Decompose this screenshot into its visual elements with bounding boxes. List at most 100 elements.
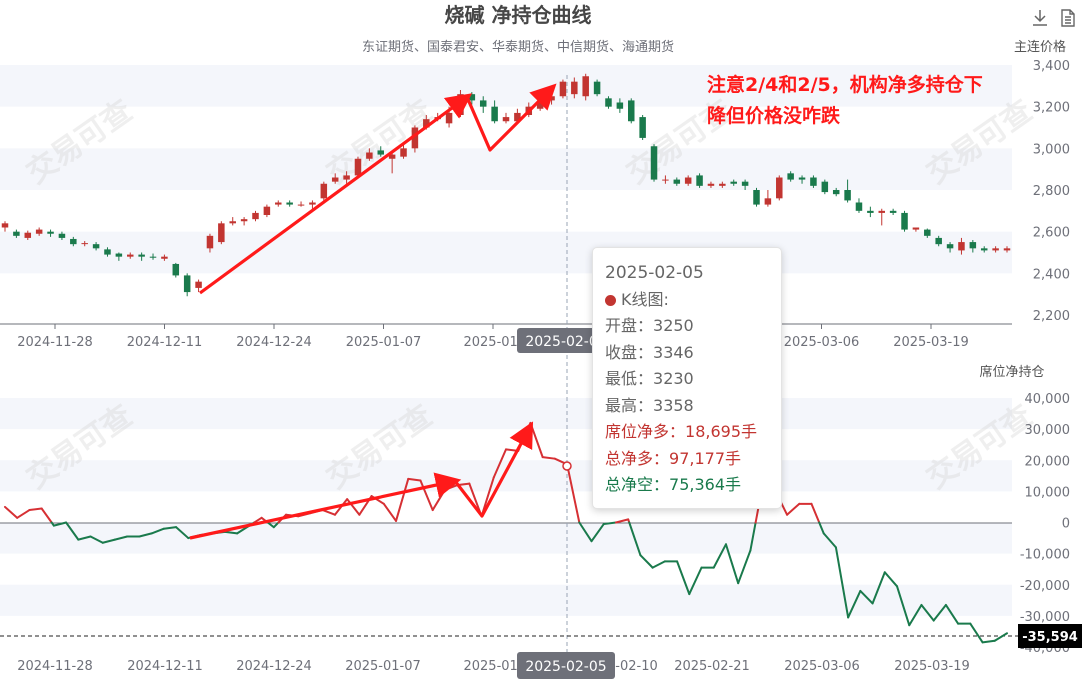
candle: [969, 240, 977, 253]
position-x-tick-label: 2025-02-21: [674, 659, 750, 674]
data-view-icon[interactable]: [1058, 8, 1078, 28]
position-rise-arrow: [189, 472, 462, 540]
axis-pointer-label-top-bg: [517, 328, 615, 353]
candle: [275, 200, 282, 207]
candle: [104, 247, 111, 257]
candle: [502, 112, 510, 124]
tooltip-close: 收盘：3346: [605, 342, 694, 362]
hover-point: [562, 461, 572, 471]
candle: [855, 198, 863, 213]
candle: [684, 175, 692, 186]
candle: [24, 230, 32, 240]
candle: [662, 175, 669, 184]
download-icon[interactable]: [1030, 8, 1050, 28]
price-y-tick-label: 2,400: [1033, 267, 1070, 282]
position-band: [0, 522, 1012, 554]
net-position-segment: [4, 505, 19, 519]
price-x-tick-label: 2024-11-28: [17, 335, 93, 350]
candle: [92, 242, 100, 251]
net-position-segment: [431, 488, 446, 512]
position-x-tick-label: 2025-01-: [463, 659, 522, 674]
position-y-tick-label: 40,000: [1025, 392, 1071, 407]
position-band: [0, 398, 1012, 430]
candle: [149, 253, 157, 260]
candle: [650, 144, 658, 182]
candle: [582, 73, 589, 101]
net-position-segment: [150, 527, 165, 535]
price-y-ticks: 2,200 2,400 2,600 2,800 3,000 3,200 3,400: [1033, 59, 1070, 324]
net-position-segment: [834, 546, 850, 619]
net-position-segment: [969, 622, 984, 644]
last-value-label: -35,594: [1022, 630, 1078, 645]
candle: [58, 231, 66, 240]
candle: [240, 217, 248, 226]
net-position-segment: [395, 477, 410, 522]
position-spike-arrow: [453, 421, 534, 518]
net-position-segment: [138, 532, 153, 538]
price-x-tick-label: 2025-03-19: [893, 335, 969, 350]
net-position-segment: [346, 498, 361, 516]
net-position-segment: [822, 532, 837, 549]
candle: [832, 187, 840, 197]
net-position-segment: [113, 535, 129, 541]
position-band: [0, 584, 1012, 616]
annotation-line-1: 注意2/4和2/5，机构净多持仓下: [707, 73, 983, 96]
candle: [628, 98, 635, 124]
candle: [286, 200, 293, 207]
net-position-segment: [847, 589, 862, 619]
candle: [400, 144, 407, 159]
candle: [138, 252, 145, 261]
net-position-segment: [818, 521, 825, 535]
candle: [673, 177, 681, 186]
series-dot-icon: [605, 294, 616, 306]
net-position-segment: [175, 526, 190, 540]
candle: [980, 246, 988, 253]
net-position-segment: [382, 502, 398, 522]
price-x-tick-label: 2024-12-24: [236, 335, 312, 350]
price-x-tick-label: 2024-12-11: [127, 335, 203, 350]
candle: [70, 236, 77, 247]
candle: [411, 125, 419, 153]
candle: [263, 204, 271, 218]
net-position-segment: [688, 566, 703, 596]
position-y-tick-label: 0: [1062, 517, 1070, 532]
tooltip-total-short: 总净空：75,364手: [605, 475, 742, 494]
candle: [912, 227, 920, 232]
net-position-segment: [541, 456, 556, 460]
candle: [844, 179, 851, 203]
net-position-segment: [407, 477, 422, 482]
axis-pointer-label-bottom: 2025-02-05: [525, 659, 606, 675]
candle: [309, 200, 316, 209]
candle: [47, 229, 54, 237]
net-position-segment: [77, 535, 92, 541]
price-band: [0, 148, 1012, 190]
candle: [297, 201, 305, 207]
tooltip-open: 开盘：3250: [605, 316, 694, 335]
last-value-label-bg: [1018, 624, 1082, 648]
tooltip-total-long: 总净多：97,177手: [605, 448, 742, 468]
net-position-segment: [578, 521, 593, 543]
candle: [901, 210, 908, 232]
candle: [639, 115, 646, 140]
candle: [354, 156, 362, 178]
candle: [559, 79, 567, 99]
candle: [889, 208, 897, 215]
net-position-segment: [993, 632, 1008, 642]
candle: [787, 171, 794, 182]
position-y-tick-label: 20,000: [1025, 454, 1071, 469]
candle: [388, 152, 396, 174]
position-x-tick-label: 2025-03-06: [784, 659, 860, 674]
candle: [491, 100, 498, 124]
net-position-segment: [40, 507, 53, 524]
price-zigzag-arrow: [465, 83, 557, 152]
net-position-segment: [859, 589, 874, 605]
net-position-segment: [602, 521, 617, 526]
candle: [810, 175, 817, 188]
net-position-segment: [253, 516, 263, 524]
candle: [1, 221, 9, 232]
tooltip-series: K线图:: [605, 287, 769, 314]
price-band: [0, 65, 1012, 107]
position-x-tick-label: 2024-12-24: [236, 659, 312, 674]
tooltip-high: 最高：3358: [605, 395, 694, 415]
